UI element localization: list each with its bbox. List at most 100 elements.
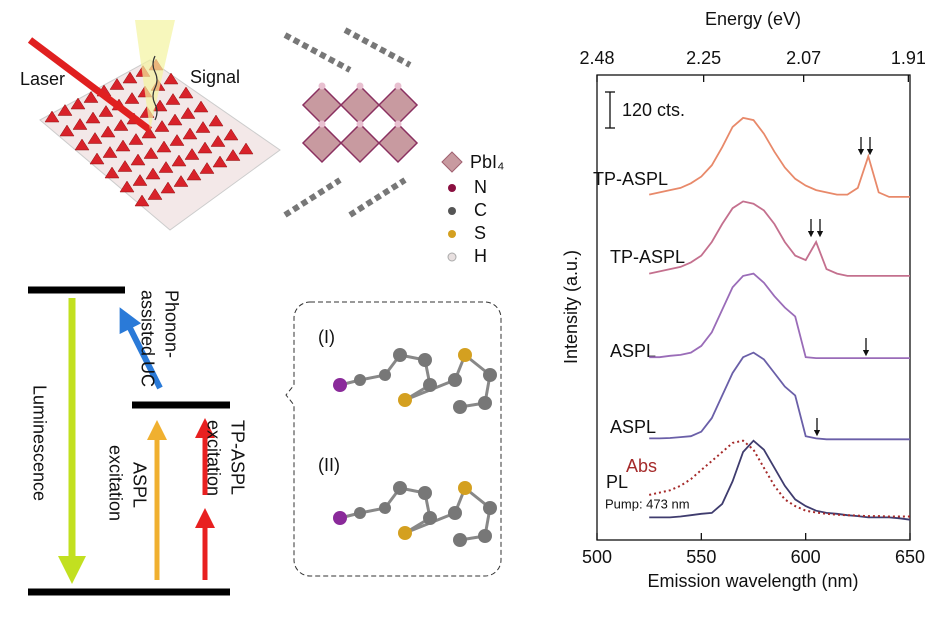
legend-icon — [441, 151, 463, 173]
crystal-unit — [184, 148, 200, 160]
atom — [398, 393, 412, 407]
crystal-unit — [104, 166, 120, 179]
crystal-unit — [59, 124, 75, 137]
crystal-unit — [210, 135, 226, 147]
top-tick-label: 1.91 — [891, 48, 926, 68]
tpaspl-label: TP-ASPL — [227, 420, 247, 495]
atom — [458, 348, 472, 362]
phonon-label: assisted UC — [137, 290, 157, 387]
crystal-unit — [156, 140, 172, 153]
crystal-unit — [180, 107, 196, 119]
laser-beam — [27, 37, 153, 133]
crystal-unit — [223, 128, 239, 141]
atom — [423, 511, 437, 525]
crystal-unit — [124, 92, 140, 104]
series-label: ASPL — [610, 341, 656, 361]
crystal-unit — [197, 141, 213, 154]
legend-dot — [448, 230, 456, 238]
scale-bar-label: 120 cts. — [622, 100, 685, 120]
crystal-unit — [128, 133, 144, 145]
signal-beam — [135, 20, 175, 130]
crystal-unit — [178, 86, 194, 99]
crystal-unit — [154, 120, 170, 132]
aspl-label: ASPL — [129, 462, 149, 508]
octahedron — [377, 122, 419, 164]
crystal-unit — [182, 127, 198, 140]
atom — [418, 486, 432, 500]
x-tick-label: 600 — [791, 547, 821, 567]
crystal-unit — [158, 161, 174, 173]
iodine — [356, 82, 364, 90]
crystal-unit — [193, 100, 209, 113]
signal-label: Signal — [190, 67, 240, 87]
crystal-unit — [100, 125, 116, 138]
organic-chain — [343, 27, 412, 68]
atom — [393, 348, 407, 362]
legend-dot — [448, 184, 456, 192]
crystal-unit — [117, 160, 133, 172]
series-label: ASPL — [610, 417, 656, 437]
series-label: TP-ASPL — [610, 247, 685, 267]
signal-wave — [152, 55, 158, 121]
series-label: Abs — [626, 456, 657, 476]
peak-arrows — [807, 137, 874, 437]
x-axis-title: Emission wavelength (nm) — [647, 571, 858, 591]
spectrum — [649, 439, 911, 521]
crystal-unit — [89, 152, 105, 165]
organic-chain — [283, 32, 352, 73]
crystal-unit — [195, 121, 211, 133]
x-tick-label: 500 — [582, 547, 612, 567]
top-tick-label: 2.48 — [579, 48, 614, 68]
octahedron — [339, 84, 381, 126]
atom — [333, 511, 347, 525]
atom — [483, 501, 497, 515]
crystal-unit — [171, 154, 187, 167]
molecules — [333, 348, 497, 547]
crystal-unit — [72, 118, 88, 130]
crystal-slab — [39, 59, 281, 231]
phonon-label: Phonon- — [161, 290, 181, 358]
crystal-unit — [119, 180, 135, 193]
crystal-unit — [130, 153, 146, 166]
atom — [478, 396, 492, 410]
crystal-unit — [109, 78, 125, 90]
crystal-unit — [173, 175, 189, 187]
crystal-unit — [141, 126, 157, 139]
crystal-unit — [132, 174, 148, 186]
crystal-unit — [167, 113, 183, 126]
crystal-unit — [225, 149, 241, 161]
atom — [333, 378, 347, 392]
spectrum — [649, 116, 910, 198]
mode-label: (II) — [318, 455, 340, 475]
legend-label: PbI₄ — [470, 152, 504, 172]
phonon-arrow — [119, 307, 163, 390]
y-axis-title: Intensity (a.u.) — [561, 250, 581, 364]
perovskite-structure — [283, 27, 419, 218]
atom — [448, 506, 462, 520]
legend-dot — [447, 252, 457, 262]
spectrum — [649, 200, 910, 277]
luminescence-label: Luminescence — [29, 385, 49, 501]
top-axis-title: Energy (eV) — [705, 9, 801, 29]
crystal-unit — [147, 188, 163, 200]
octahedron — [339, 122, 381, 164]
series-label: PL — [606, 472, 628, 492]
octahedron — [301, 122, 343, 164]
iodine — [394, 82, 402, 90]
legend-label: H — [474, 246, 487, 266]
atom — [453, 533, 467, 547]
crystal-unit — [145, 167, 161, 180]
top-tick-label: 2.07 — [786, 48, 821, 68]
atom — [478, 529, 492, 543]
iodine — [394, 120, 402, 128]
crystal-unit — [238, 142, 254, 155]
x-tick-label: 550 — [686, 547, 716, 567]
crystal-unit — [87, 132, 103, 144]
crystal-unit — [199, 162, 215, 174]
atom — [379, 502, 391, 514]
tpaspl-label: excitation — [203, 420, 223, 496]
organic-chain — [348, 177, 407, 218]
spectrum — [649, 351, 910, 441]
crystal-unit — [70, 97, 86, 110]
crystal-unit — [165, 93, 181, 105]
